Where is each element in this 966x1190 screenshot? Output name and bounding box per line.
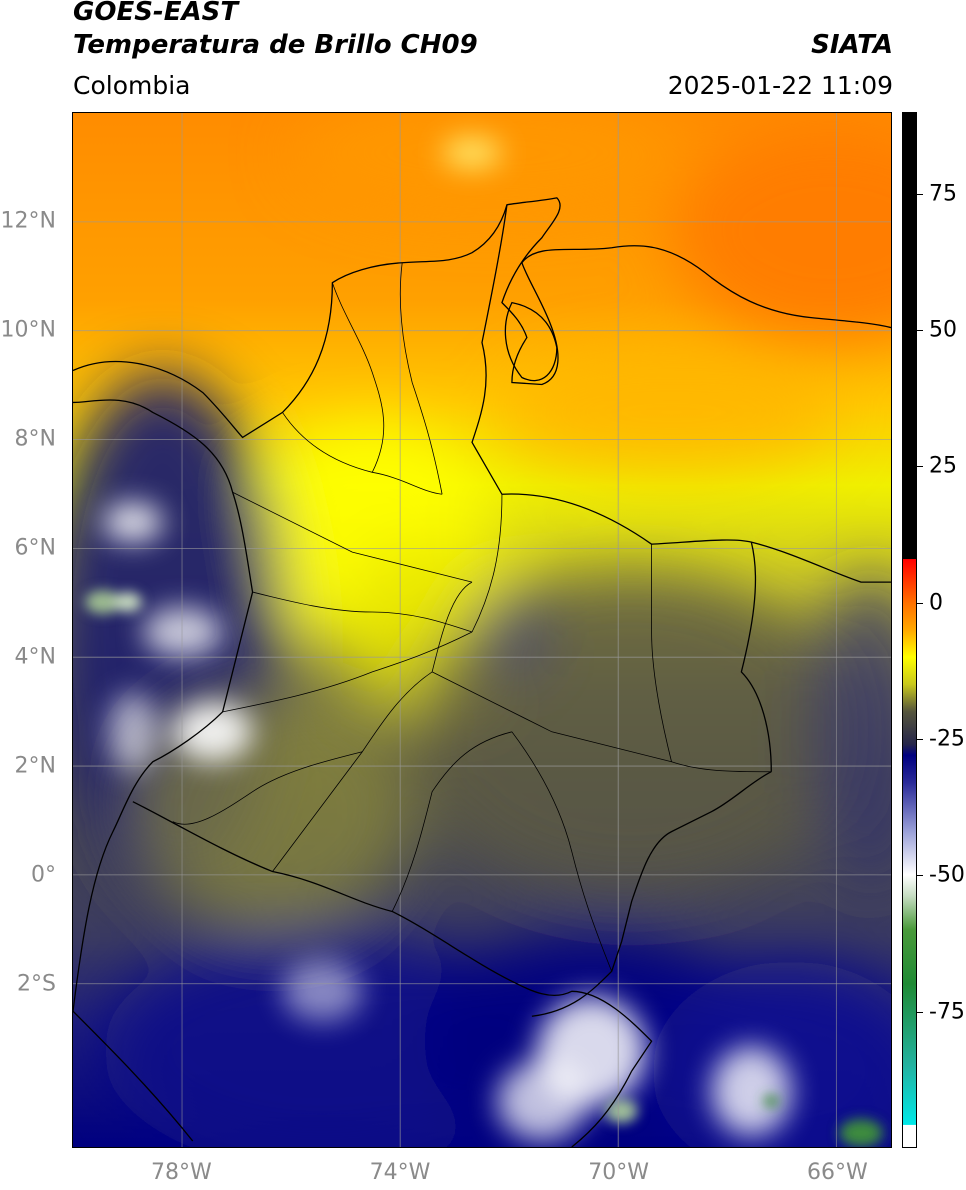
lat-tick-label: 4°N <box>14 644 56 670</box>
datetime-label: 2025-01-22 11:09 <box>667 71 893 100</box>
lon-tick-label: 70°W <box>588 1160 650 1185</box>
venezuela-brazil-border <box>751 541 891 583</box>
graticule <box>73 113 891 1147</box>
colombia-ecuador-peru-border <box>132 801 653 1072</box>
colorbar-tick-label: -75 <box>929 999 965 1025</box>
lon-tick-label: 66°W <box>806 1160 868 1185</box>
ecuador-peru-border <box>73 1010 194 1142</box>
lon-tick-label: 78°W <box>150 1160 212 1185</box>
satellite-title: GOES-EAST <box>73 0 239 27</box>
lat-tick-label: 0° <box>31 862 56 888</box>
brightness-temperature-field <box>73 113 891 1147</box>
product-title: Temperatura de Brillo CH09 <box>73 30 478 60</box>
colorbar-tick-mark <box>917 602 923 604</box>
lat-tick-label: 10°N <box>0 317 56 343</box>
colorbar <box>902 112 917 1148</box>
colombia-brazil-border <box>531 771 772 1017</box>
caribbean-coastline <box>73 197 891 439</box>
pacific-coastline <box>73 399 254 1012</box>
colorbar-tick-mark <box>917 193 923 195</box>
colorbar-tick-label: 50 <box>929 317 957 343</box>
region-label: Colombia <box>73 71 191 100</box>
maracaibo-lake <box>504 301 558 382</box>
peru-brazil-border <box>571 1070 633 1147</box>
colorbar-tick-mark <box>917 1011 923 1013</box>
colorbar-tick-label: 0 <box>929 590 943 616</box>
colorbar-tick-mark <box>917 875 923 877</box>
lat-tick-label: 12°N <box>0 208 56 234</box>
lat-tick-label: 6°N <box>14 535 56 561</box>
colorbar-tick-mark <box>917 739 923 741</box>
colorbar-tick-mark <box>917 466 923 468</box>
lon-tick-label: 74°W <box>369 1160 431 1185</box>
colorbar-tick-label: 75 <box>929 181 957 207</box>
agency-label: SIATA <box>811 30 893 60</box>
colorbar-tick-mark <box>917 330 923 332</box>
colorbar-tick-label: -50 <box>929 862 965 888</box>
colorbar-tick-label: -25 <box>929 726 965 752</box>
colorbar-tick-label: 25 <box>929 453 957 479</box>
lat-tick-label: 8°N <box>14 426 56 452</box>
satellite-map[interactable] <box>72 112 892 1148</box>
colombia-venezuela-border <box>471 204 772 772</box>
department-borders <box>172 262 772 972</box>
country-borders <box>73 197 891 1147</box>
lat-tick-label: 2°N <box>14 753 56 779</box>
lat-tick-label: 2°S <box>17 971 56 997</box>
